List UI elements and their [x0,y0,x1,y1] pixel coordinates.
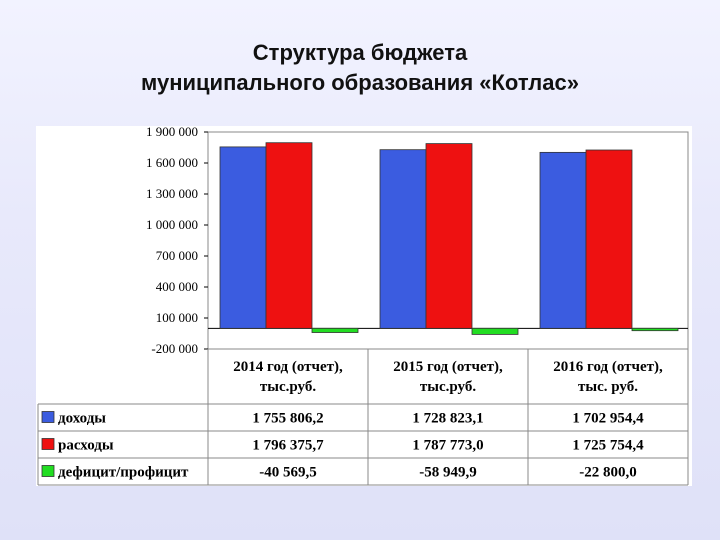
bar-expense [585,149,633,329]
y-tick-label: 1 000 000 [146,217,198,232]
bar-expense [425,143,473,329]
category-label: тыс.руб. [260,379,316,395]
title-line-2: муниципального образования «Котлас» [140,70,579,95]
data-label: 1 702 954,4 [572,411,644,427]
y-tick-label: -200 000 [151,341,198,356]
category-label: тыс.руб. [420,379,476,395]
data-label: -22 800,0 [579,465,637,481]
y-tick-label: 1 900 000 [146,126,198,139]
legend-label: расходы [58,438,114,454]
bar-income [539,151,587,329]
chart-panel: 1 900 000 1 600 000 1 300 000 1 000 000 700 … [36,126,692,486]
y-tick-label: 700 000 [156,248,198,263]
y-tick-label: 1 600 000 [146,155,198,170]
bar-deficit [631,327,679,332]
data-label: 1 787 773,0 [412,438,483,454]
y-tick-label: 1 300 000 [146,186,198,201]
y-tick-label: 100 000 [156,310,198,325]
data-label: 1 728 823,1 [412,411,483,427]
legend-label: доходы [58,411,106,427]
data-label: 1 796 375,7 [252,438,324,454]
bar-expense [265,142,313,329]
data-label: -40 569,5 [259,465,317,481]
bar-income [379,149,427,329]
bar-chart: 1 900 000 1 600 000 1 300 000 1 000 000 700 … [37,126,689,486]
bar-income [219,146,267,329]
category-label: 2015 год (отчет), [393,359,503,375]
bar-deficit [311,327,359,333]
legend-swatch [41,438,55,450]
legend-label: дефицит/профицит [58,465,189,481]
legend-swatch [41,411,55,423]
category-label: тыс. руб. [578,379,638,395]
legend-swatch [41,465,55,477]
data-label: -58 949,9 [419,465,477,481]
y-tick-label: 400 000 [156,279,198,294]
data-label: 1 755 806,2 [252,411,323,427]
data-label: 1 725 754,4 [572,438,644,454]
bar-deficit [471,327,519,335]
category-label: 2014 год (отчет), [233,359,343,375]
plot-area [207,131,689,350]
chart-title: Структура бюджета муниципального образов… [0,38,720,98]
category-label: 2016 год (отчет), [553,359,663,375]
title-line-1: Структура бюджета [252,40,468,65]
